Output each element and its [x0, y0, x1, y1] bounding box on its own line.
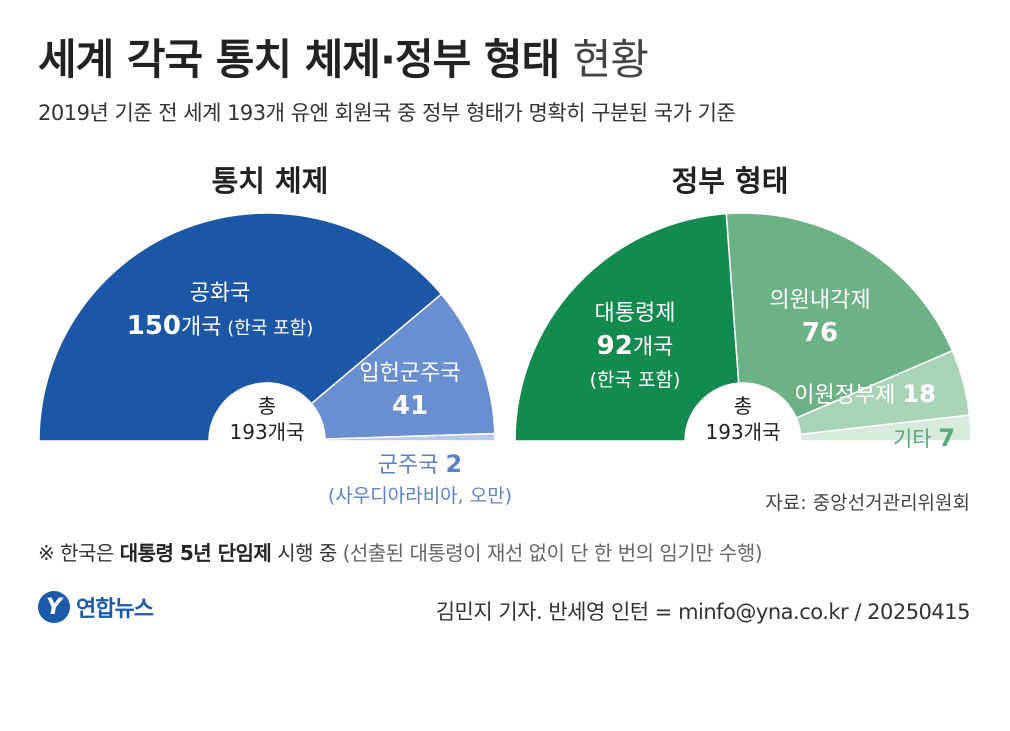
- slice-0-2: [324, 432, 496, 442]
- note-mark: ※: [38, 541, 55, 565]
- slice-note-0-2: (사우디아라비아, 오만): [328, 485, 512, 507]
- chart-title-right: 정부 형태: [671, 164, 789, 198]
- note-prefix: 한국은: [60, 541, 114, 565]
- slice-note-1-0: (한국 포함): [590, 369, 681, 391]
- title-main: 세계 각국 통치 체제·정부 형태: [38, 35, 560, 84]
- slice-label-1-2: 이원정부제 18: [794, 380, 936, 408]
- slice-value-1-0: 92개국: [597, 331, 674, 361]
- center-label-total-0: 총: [258, 394, 276, 418]
- source-text: 자료: 중앙선거관리위원회: [765, 492, 970, 514]
- slice-0-1: [310, 293, 496, 440]
- center-label-total-1: 총: [734, 394, 752, 418]
- credit-text: 김민지 기자. 반세영 인턴 = minfo@yna.co.kr / 20250…: [435, 600, 971, 624]
- note-muted: (선출된 대통령이 재선 없이 단 한 번의 임기만 수행): [342, 541, 763, 565]
- slice-label-0-2: 군주국 2: [378, 450, 462, 478]
- center-label-count-1: 193개국: [706, 420, 781, 444]
- chart-title-left: 통치 체제: [211, 164, 329, 198]
- logo-text: 연합뉴스: [76, 597, 154, 622]
- footnote: ※ 한국은 대통령 5년 단임제 시행 중 (선출된 대통령이 재선 없이 단 …: [38, 537, 763, 566]
- slice-value-0-1: 41: [392, 391, 428, 421]
- slice-name-1-1: 의원내각제: [769, 288, 870, 313]
- slice-0-0: [38, 212, 443, 442]
- logo: Y 연합뉴스: [38, 591, 154, 623]
- slice-value-1-1: 76: [802, 318, 838, 348]
- page-subtitle: 2019년 기준 전 세계 193개 유엔 회원국 중 정부 형태가 명확히 구…: [38, 101, 736, 125]
- slice-1-3: [799, 414, 972, 442]
- slice-value-0-0: 150개국 (한국 포함): [127, 311, 314, 341]
- title-suffix: 현황: [572, 35, 649, 84]
- note-mid: 시행 중: [277, 541, 337, 565]
- slice-name-0-1: 입헌군주국: [359, 361, 460, 386]
- center-label-count-0: 193개국: [230, 420, 305, 444]
- slice-name-1-0: 대통령제: [595, 301, 676, 326]
- slice-label-1-3: 기타 7: [893, 424, 955, 452]
- slice-1-1: [725, 212, 954, 420]
- slice-name-0-0: 공화국: [190, 281, 251, 306]
- page-title: 세계 각국 통치 체제·정부 형태 현황: [38, 26, 649, 87]
- slice-1-0: [514, 212, 740, 442]
- logo-mark-icon: Y: [38, 591, 70, 623]
- note-bold: 대통령 5년 단임제: [119, 541, 272, 565]
